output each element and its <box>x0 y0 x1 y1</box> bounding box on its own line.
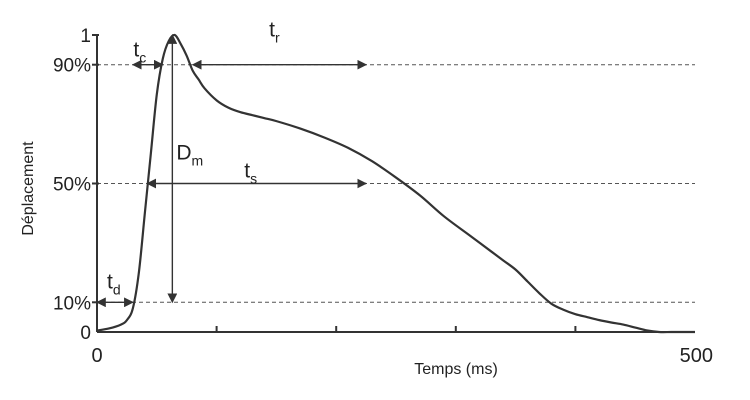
displacement-curve <box>96 33 695 334</box>
annotation-tc-label: tc <box>133 39 146 66</box>
annotation-td-label: td <box>107 270 121 297</box>
y-tick-label: 0 <box>80 323 91 344</box>
y-tick-label: 1 <box>80 26 91 47</box>
annotations-group: td tc tr ts Dm <box>96 19 368 308</box>
y-tick-label: 50% <box>53 175 91 196</box>
annotation-ts-label: ts <box>244 160 257 187</box>
curve-group <box>96 33 695 334</box>
y-tick-label: 90% <box>53 56 91 77</box>
x-axis-title: Temps (ms) <box>414 361 498 378</box>
ticks-group: 0 10% 50% 90% 1 0 500 <box>53 26 713 367</box>
y-tick-label: 10% <box>53 293 91 314</box>
annotation-dm-label: Dm <box>176 142 203 169</box>
annotation-tr-label: tr <box>269 19 280 46</box>
x-tick-label: 0 <box>91 345 102 367</box>
x-tick-label: 500 <box>680 345 713 367</box>
y-axis-title: Déplacement <box>20 141 37 236</box>
